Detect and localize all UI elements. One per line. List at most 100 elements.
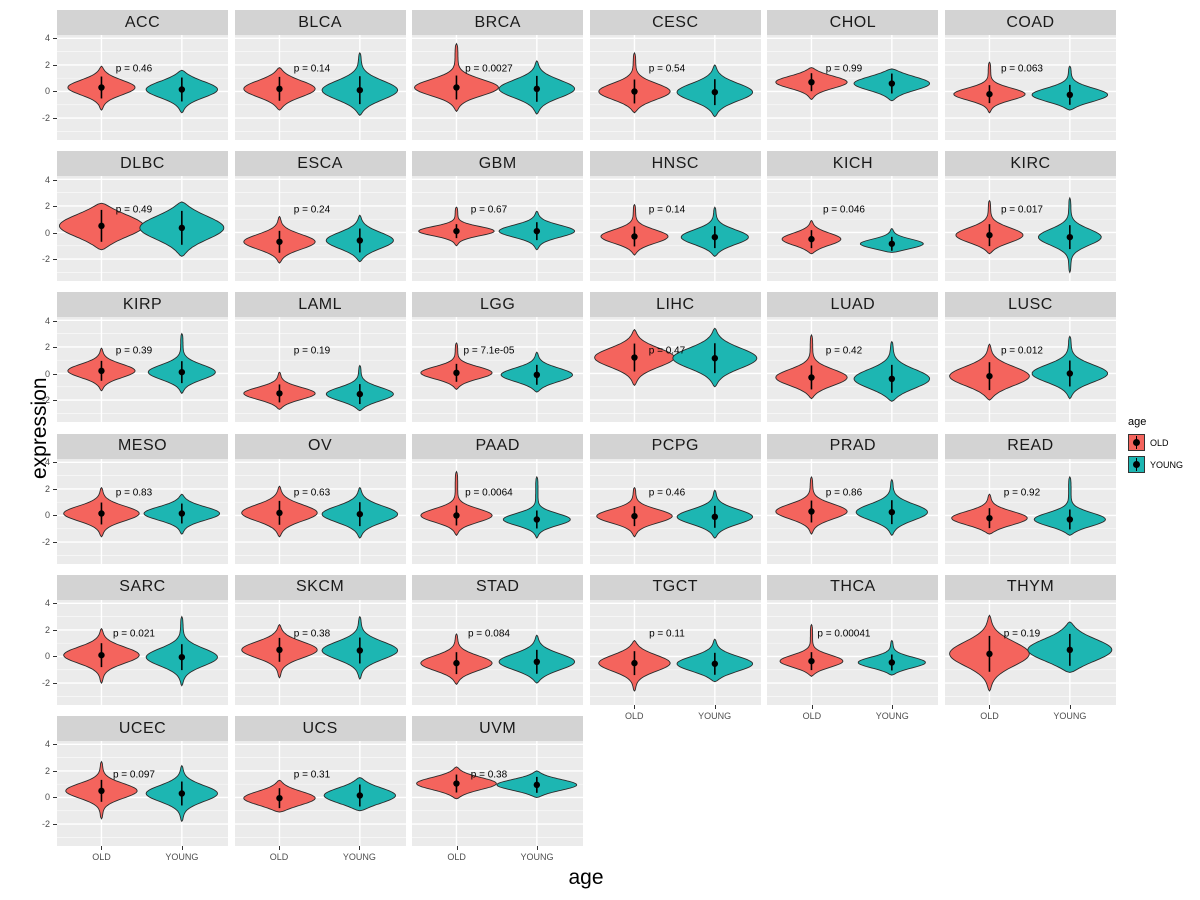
y-tick-mark	[53, 541, 57, 543]
p-value-label: p = 0.084	[468, 628, 510, 639]
facet-title: KIRP	[122, 295, 163, 313]
facet-panel-SKCM: SKCM p = 0.38	[234, 574, 406, 705]
facet-title: COAD	[1006, 13, 1055, 31]
legend: age OLD YOUNG	[1128, 416, 1198, 478]
x-tick-mark	[634, 704, 636, 709]
y-tick-label: 4	[44, 598, 50, 609]
facet-plot-area: p = 0.47	[589, 317, 761, 423]
median-dot-young	[889, 80, 896, 87]
facet-plot-area: p = 0.49	[57, 176, 228, 282]
p-value-label: p = 0.0027	[465, 64, 513, 75]
facet-title: LGG	[480, 295, 516, 313]
facet-strip: HNSC	[589, 151, 761, 177]
median-dot-young	[356, 237, 363, 244]
facet-plot-area: p = 0.54	[589, 35, 761, 140]
facet-panel-BLCA: BLCA p = 0.14	[234, 10, 406, 140]
median-dot-young	[889, 508, 896, 515]
median-dot-young	[533, 372, 541, 379]
median-dot-old	[98, 651, 105, 659]
x-tick-mark	[279, 846, 281, 850]
x-tick-mark	[811, 704, 813, 709]
facet-panel-GBM: GBM p = 0.67	[412, 151, 584, 282]
x-tick-label: OLD	[269, 852, 289, 862]
facet-strip: TGCT	[589, 574, 761, 600]
p-value-label: p = 0.99	[826, 64, 863, 75]
y-tick-mark	[53, 770, 57, 772]
facet-strip: PCPG	[589, 433, 761, 459]
x-tick-mark	[456, 846, 458, 850]
y-tick-mark	[53, 797, 57, 799]
facet-panel-UCS: UCS p = 0.31	[234, 716, 406, 846]
facet-plot-area: p = 0.46	[57, 35, 228, 140]
facet-strip: THYM	[945, 574, 1116, 600]
facet-panel-MESO: MESO p = 0.83	[57, 433, 228, 564]
x-tick-mark	[359, 846, 361, 850]
facet-plot-area: p = 0.86	[767, 458, 939, 564]
facet-strip: ESCA	[234, 151, 406, 177]
y-tick-mark	[53, 400, 57, 402]
legend-key-dot-glyph	[1133, 461, 1140, 468]
median-dot-old	[808, 657, 816, 665]
y-tick-mark	[53, 320, 57, 322]
median-dot-old	[275, 390, 283, 398]
x-tick-mark	[714, 704, 716, 709]
x-tick-label: OLD	[447, 852, 466, 862]
x-tick-label: YOUNG	[698, 710, 732, 721]
y-tick-mark	[53, 232, 57, 234]
median-dot-young	[356, 792, 363, 799]
y-tick-mark	[53, 744, 57, 746]
facet-strip: KICH	[767, 151, 939, 177]
p-value-label: p = 0.46	[116, 64, 153, 75]
median-dot-old	[631, 354, 638, 362]
median-dot-young	[178, 86, 186, 93]
p-value-label: p = 0.19	[1004, 628, 1041, 639]
facet-strip: ACC	[57, 10, 228, 35]
median-dot-young	[1066, 234, 1074, 241]
p-value-label: p = 0.42	[826, 346, 863, 357]
y-tick-label: 0	[44, 510, 50, 521]
facet-strip: LIHC	[589, 292, 761, 318]
x-tick-label: OLD	[624, 710, 644, 721]
y-tick-label: -2	[41, 395, 50, 406]
facet-strip: DLBC	[57, 151, 228, 177]
facet-plot-area: p = 0.38	[234, 599, 406, 705]
median-dot-old	[275, 85, 283, 93]
p-value-label: p = 0.92	[1004, 487, 1041, 498]
facet-panel-UCEC: UCEC p = 0.097	[57, 716, 228, 846]
legend-label: OLD	[1150, 437, 1169, 448]
median-dot-old	[808, 236, 816, 243]
facet-panel-READ: READ p = 0.92	[945, 433, 1116, 564]
facet-strip: LUSC	[945, 292, 1116, 318]
facet-panel-UVM: UVM p = 0.38	[412, 716, 584, 846]
facet-title: KICH	[832, 154, 873, 172]
p-value-label: p = 0.39	[116, 346, 153, 357]
median-dot-young	[1066, 370, 1074, 378]
p-value-label: p = 0.63	[293, 487, 330, 498]
x-tick-label: OLD	[980, 710, 999, 721]
y-tick-label: 4	[44, 739, 50, 750]
y-tick-label: 2	[44, 483, 50, 494]
p-value-label: p = 0.67	[471, 205, 508, 216]
p-value-label: p = 7.1e-05	[464, 346, 515, 357]
median-dot-young	[533, 658, 541, 665]
median-dot-old	[453, 228, 460, 235]
p-value-label: p = 0.0064	[465, 487, 513, 498]
violin-young	[1033, 475, 1107, 536]
y-tick-mark	[53, 488, 57, 490]
facet-strip: LGG	[412, 292, 584, 318]
x-tick-mark	[892, 704, 894, 709]
median-dot-young	[356, 86, 363, 94]
y-tick-label: 4	[44, 33, 50, 44]
median-dot-young	[711, 660, 718, 667]
facet-strip: UCS	[234, 716, 406, 741]
y-tick-label: 2	[44, 342, 50, 353]
median-dot-young	[711, 88, 718, 96]
median-dot-young	[178, 653, 186, 661]
p-value-label: p = 0.14	[649, 205, 686, 216]
y-tick-label: 0	[44, 86, 50, 97]
x-tick-label: OLD	[92, 852, 111, 862]
p-value-label: p = 0.31	[293, 770, 330, 781]
facet-panel-LGG: LGG p = 7.1e-05	[412, 292, 584, 423]
facet-strip: UCEC	[57, 716, 228, 741]
